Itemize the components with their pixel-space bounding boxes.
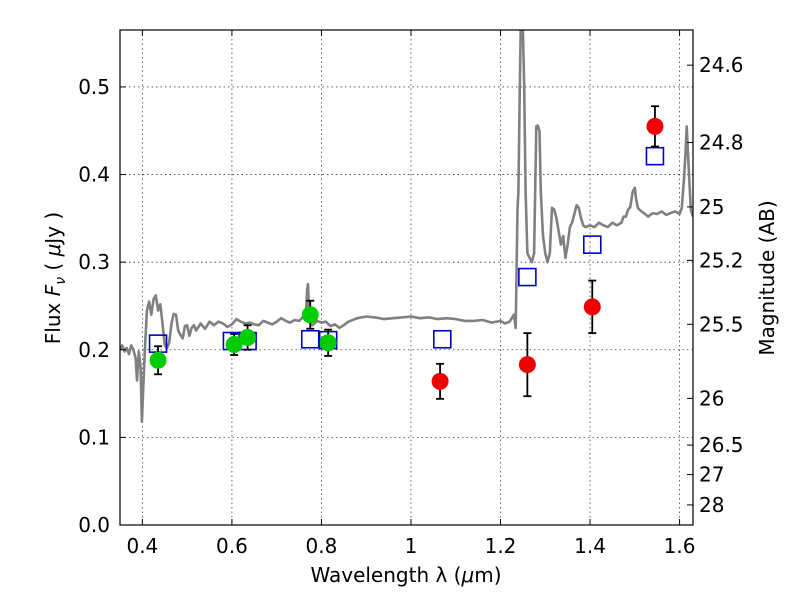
red-data-point (431, 372, 449, 390)
red-data-point (518, 356, 536, 374)
y-right-tick-label: 26 (699, 386, 724, 410)
x-axis-label: Wavelength λ (μm) (310, 563, 501, 587)
green-data-point (149, 351, 167, 369)
x-axis-label-prefix: Wavelength λ ( (310, 563, 461, 587)
x-axis-label-suffix: m) (474, 563, 501, 587)
model-square-marker (518, 267, 537, 287)
plot-data (120, 30, 693, 423)
x-tick-label: 1 (405, 534, 418, 558)
x-tick-label: 0.8 (306, 534, 338, 558)
x-tick-label: 1.2 (485, 534, 517, 558)
y-axis-label-mid: ( (41, 256, 65, 277)
axes: 0.4 0.6 0.8 1 1.2 1.4 1.6 0.0 0.1 0.2 0.3 0.4 0.5 24.… (78, 30, 744, 558)
model-square-marker (645, 146, 665, 166)
x-axis-label-mu: μ (460, 563, 474, 587)
y-right-tick-label: 25 (699, 195, 724, 219)
y-right-axis-label: Magnitude (AB) (755, 200, 779, 355)
y-axis-label: Flux Fν ( μJy ) (41, 212, 69, 344)
green-data-point (301, 306, 319, 324)
plot-frame (119, 29, 694, 526)
y-tick-label: 0.4 (78, 163, 110, 187)
red-data-point (583, 298, 601, 316)
y-axis-label-prefix: Flux (41, 296, 65, 344)
y-tick-label: 0.5 (78, 75, 110, 99)
x-tick-label: 0.6 (216, 534, 248, 558)
y-right-tick-label: 26.5 (699, 433, 744, 457)
y-axis-label-f: F (41, 284, 65, 296)
y-axis-label-mu: μ (41, 244, 65, 258)
x-tick-label: 1.4 (574, 534, 606, 558)
model-square-marker (433, 329, 452, 349)
x-tick-label: 0.4 (126, 534, 158, 558)
grid-lines (120, 30, 693, 525)
y-axis-label-suffix: Jy ) (41, 212, 65, 246)
y-right-tick-label: 28 (699, 493, 724, 517)
green-data-point (319, 334, 337, 352)
y-tick-label: 0.1 (78, 425, 110, 449)
green-data-point (239, 329, 257, 347)
y-axis-label-nu: ν (53, 277, 69, 285)
x-tick-label: 1.6 (664, 534, 696, 558)
y-tick-label: 0.0 (78, 513, 110, 537)
y-tick-label: 0.3 (78, 250, 110, 274)
y-right-tick-label: 24.8 (699, 131, 744, 155)
y-right-tick-label: 27 (699, 463, 724, 487)
y-right-tick-label: 25.2 (699, 248, 744, 272)
y-tick-label: 0.2 (78, 338, 110, 362)
y-right-tick-label: 25.5 (699, 312, 744, 336)
red-data-point (646, 117, 664, 135)
green-data-point (225, 336, 243, 354)
model-square-marker (300, 329, 320, 349)
spectrum-line (120, 30, 693, 423)
model-square-marker (582, 235, 602, 254)
y-right-tick-label: 24.6 (699, 53, 744, 77)
